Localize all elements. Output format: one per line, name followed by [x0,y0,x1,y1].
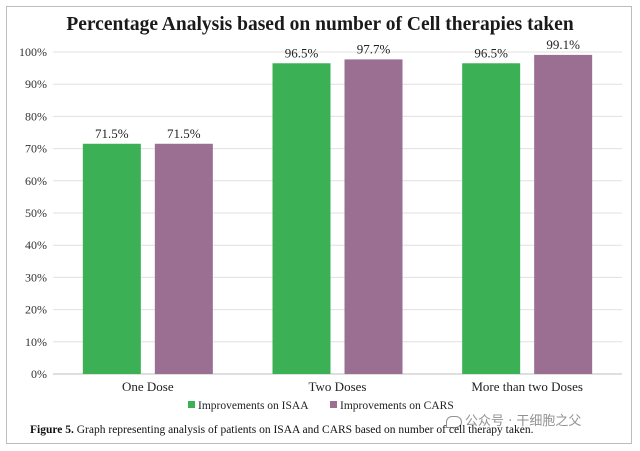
figure-caption: Figure 5. Graph representing analysis of… [30,424,533,436]
data-label: 96.5% [285,45,319,60]
data-label: 96.5% [474,45,508,60]
data-label: 71.5% [167,126,201,141]
y-tick-label: 20% [25,303,47,317]
y-tick-label: 70% [25,142,47,156]
legend-label: Improvements on ISAA [198,400,309,412]
x-tick-label: More than two Doses [471,379,583,394]
caption-label: Figure 5. [30,424,74,436]
y-tick-label: 50% [25,206,47,220]
bar-isaa [82,143,141,374]
watermark: 公众号 · 干细胞之父 [446,410,581,429]
bar-cars [534,54,593,374]
y-tick-label: 10% [25,335,47,349]
x-tick-label: Two Doses [309,379,367,394]
chat-bubble-icon [446,415,462,428]
watermark-text: 公众号 · 干细胞之父 [465,414,582,429]
data-label: 97.7% [357,41,391,56]
bar-isaa [462,63,521,375]
y-tick-label: 80% [25,109,47,123]
y-tick-label: 60% [25,174,47,188]
y-tick-label: 30% [25,270,47,284]
y-tick-label: 90% [25,77,47,91]
data-label: 71.5% [95,126,129,141]
y-tick-label: 0% [31,367,47,381]
legend-swatch [330,401,337,408]
legend-label: Improvements on CARS [340,400,454,412]
bar-cars [154,143,213,374]
data-label: 99.1% [546,37,580,52]
y-tick-label: 100% [19,45,47,59]
chart-title: Percentage Analysis based on number of C… [66,14,574,35]
caption-text: Graph representing analysis of patients … [73,424,534,436]
legend-swatch [188,401,195,408]
bar-cars [344,59,403,374]
bar-isaa [272,63,331,375]
x-tick-label: One Dose [122,379,174,394]
y-tick-label: 40% [25,238,47,252]
